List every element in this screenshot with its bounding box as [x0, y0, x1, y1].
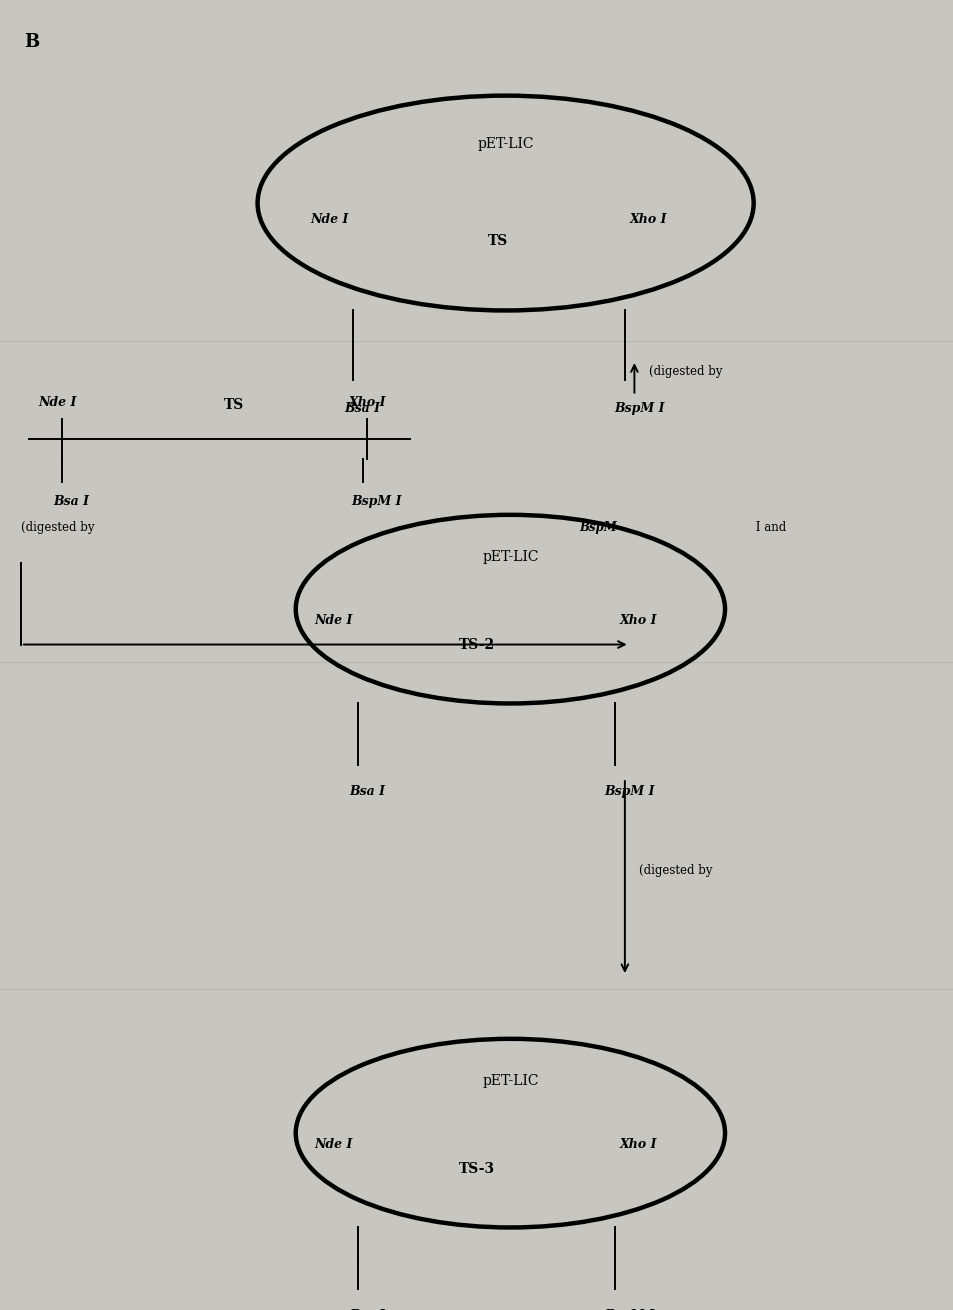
Text: I and: I and	[751, 521, 793, 534]
Text: (digested by: (digested by	[639, 865, 716, 876]
Text: Bsa I: Bsa I	[344, 402, 380, 415]
Text: TS-3: TS-3	[458, 1162, 495, 1176]
Text: Xho I: Xho I	[629, 212, 666, 225]
Text: B: B	[24, 33, 39, 51]
Text: Xho I: Xho I	[619, 1138, 657, 1151]
Text: Xho I: Xho I	[619, 614, 657, 627]
Text: pET-LIC: pET-LIC	[481, 550, 538, 565]
Text: Nde I: Nde I	[314, 614, 353, 627]
Text: (digested by: (digested by	[648, 365, 725, 377]
Text: TS-2: TS-2	[458, 638, 495, 652]
Text: Xho I: Xho I	[348, 396, 386, 409]
Text: Nde I: Nde I	[310, 212, 348, 225]
Text: BspM: BspM	[579, 521, 617, 534]
Text: pET-LIC: pET-LIC	[476, 138, 534, 151]
Text: pET-LIC: pET-LIC	[481, 1074, 538, 1089]
Text: TS: TS	[223, 398, 244, 411]
Text: TS: TS	[488, 233, 508, 248]
Text: BspM I: BspM I	[352, 495, 401, 508]
Text: Bsa I: Bsa I	[349, 785, 385, 798]
Text: (digested by: (digested by	[21, 521, 98, 534]
Text: Bsa I: Bsa I	[53, 495, 90, 508]
Text: BspM I: BspM I	[614, 402, 663, 415]
Text: BspM I: BspM I	[604, 785, 654, 798]
Text: Nde I: Nde I	[38, 396, 76, 409]
Text: Nde I: Nde I	[314, 1138, 353, 1151]
